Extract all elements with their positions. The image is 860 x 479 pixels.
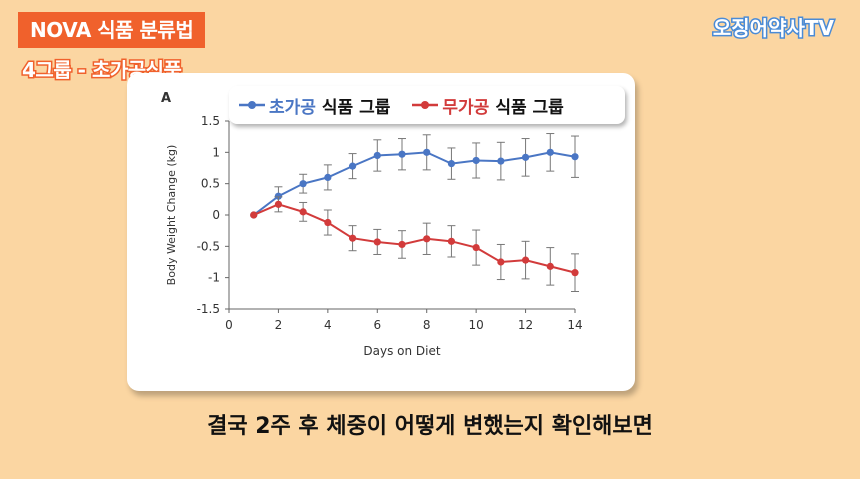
red-line-marker-icon xyxy=(412,101,439,109)
x-tick-label: 12 xyxy=(518,318,533,332)
data-point-unprocessed xyxy=(348,234,357,242)
video-title-badge: NOVA 식품 분류법 xyxy=(18,12,206,48)
chart-card: 1.5 1 0.5 0 -0.5 -1 -1.5 0 2 4 6 8 10 12 14 Days on Die… xyxy=(127,73,635,391)
data-point-ultra xyxy=(348,162,357,170)
legend-item-ultra-processed: 초가공 식품 그룹 xyxy=(239,93,390,118)
data-point-unprocessed xyxy=(497,258,505,266)
y-tick-label: 1.5 xyxy=(201,114,220,128)
series-line-ultra xyxy=(253,151,576,216)
x-tick-label: 6 xyxy=(373,318,381,332)
data-point-ultra xyxy=(447,160,456,168)
subtitle-caption: 결국 2주 후 체중이 어떻게 변했는지 확인해보면 xyxy=(207,414,653,439)
data-point-unprocessed xyxy=(521,256,530,264)
data-point-unprocessed xyxy=(299,208,307,216)
data-point-ultra xyxy=(472,156,480,165)
data-point-unprocessed xyxy=(274,200,283,208)
legend-highlight-ultra: 초가공 xyxy=(269,97,316,118)
x-tick-label: 10 xyxy=(469,318,484,332)
data-point-unprocessed xyxy=(571,269,579,277)
y-tick-label: 0 xyxy=(212,208,220,222)
data-point-unprocessed xyxy=(546,262,554,270)
y-tick-label: -0.5 xyxy=(197,239,220,253)
data-point-unprocessed xyxy=(447,237,456,245)
x-tick-label: 4 xyxy=(324,318,332,332)
data-point-ultra xyxy=(571,153,579,161)
legend-item-unprocessed: 무가공 식품 그룹 xyxy=(412,93,564,118)
blue-line-marker-icon xyxy=(239,101,265,109)
line-chart: 1.5 1 0.5 0 -0.5 -1 -1.5 0 2 4 6 8 10 12 14 Days on Die… xyxy=(161,91,583,358)
data-point-ultra xyxy=(546,148,554,156)
data-point-ultra xyxy=(423,148,431,156)
data-point-unprocessed xyxy=(398,240,406,249)
data-point-unprocessed xyxy=(250,211,258,219)
legend-label-unprocessed: 식품 그룹 xyxy=(495,97,564,118)
data-point-ultra xyxy=(373,151,381,160)
data-point-ultra xyxy=(398,150,406,158)
data-point-unprocessed xyxy=(423,235,431,243)
channel-name: 오징어약사TV xyxy=(711,15,835,42)
y-tick-label: 1 xyxy=(212,145,220,159)
data-point-ultra xyxy=(521,153,530,161)
y-tick-label: -1 xyxy=(208,271,220,285)
x-axis-label: Days on Diet xyxy=(363,344,440,358)
data-point-ultra xyxy=(274,192,283,200)
x-tick-label: 8 xyxy=(423,318,431,332)
x-tick-label: 0 xyxy=(225,318,233,332)
chart-legend: 초가공 식품 그룹 무가공 식품 그룹 xyxy=(229,86,625,124)
data-point-unprocessed xyxy=(324,218,332,227)
data-point-unprocessed xyxy=(373,238,381,246)
data-point-ultra xyxy=(497,157,505,165)
y-tick-label: -1.5 xyxy=(197,302,220,316)
y-axis-label: Body Weight Change (kg) xyxy=(165,145,178,286)
x-tick-label: 14 xyxy=(567,318,582,332)
data-point-ultra xyxy=(299,180,307,188)
data-point-unprocessed xyxy=(472,243,480,252)
series-line-unprocessed xyxy=(253,203,576,274)
panel-label: A xyxy=(161,91,171,106)
y-tick-label: 0.5 xyxy=(201,177,220,191)
legend-label-ultra: 식품 그룹 xyxy=(321,97,391,118)
legend-highlight-unprocessed: 무가공 xyxy=(442,97,490,118)
x-tick-label: 2 xyxy=(275,318,283,332)
data-point-ultra xyxy=(324,173,332,181)
